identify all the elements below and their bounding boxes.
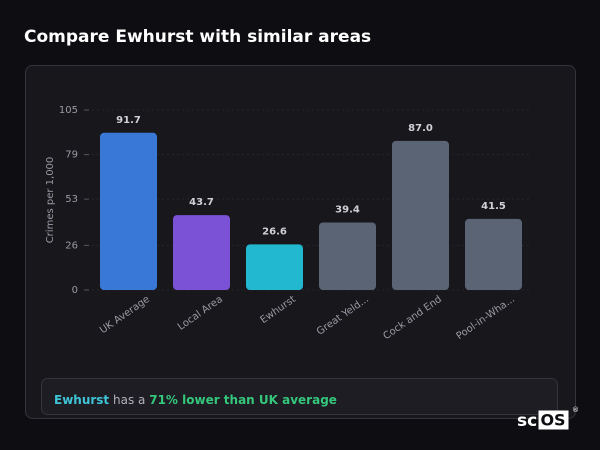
y-tick-label: 0 xyxy=(72,285,78,296)
y-tick-label: 26 xyxy=(65,240,78,251)
summary-highlight: 71% lower than UK average xyxy=(149,393,337,407)
bar xyxy=(319,222,376,290)
bar xyxy=(392,140,449,290)
value-label: 26.6 xyxy=(262,226,287,237)
summary: Ewhurst has a 71% lower than UK average xyxy=(54,393,337,407)
bar xyxy=(246,244,303,290)
bar xyxy=(173,215,230,290)
bar xyxy=(100,132,157,290)
summary-text: has a xyxy=(113,393,145,407)
logo-box xyxy=(538,410,569,430)
logo-right: OS xyxy=(540,411,565,430)
y-axis-label: Crimes per 1,000 xyxy=(45,157,56,244)
summary-box xyxy=(41,378,558,415)
y-tick-label: 53 xyxy=(65,194,78,205)
logo-mark: ® xyxy=(572,406,579,414)
logo-left: sc xyxy=(517,411,537,431)
value-label: 91.7 xyxy=(116,115,141,126)
value-label: 39.4 xyxy=(335,204,360,215)
summary-area: Ewhurst xyxy=(54,393,109,407)
value-label: 41.5 xyxy=(481,201,506,212)
page-title: Compare Ewhurst with similar areas xyxy=(24,27,371,47)
value-label: 87.0 xyxy=(408,123,433,134)
value-label: 43.7 xyxy=(189,197,214,208)
y-tick-label: 79 xyxy=(65,150,78,161)
bar xyxy=(465,218,522,290)
y-tick-label: 105 xyxy=(59,105,78,116)
